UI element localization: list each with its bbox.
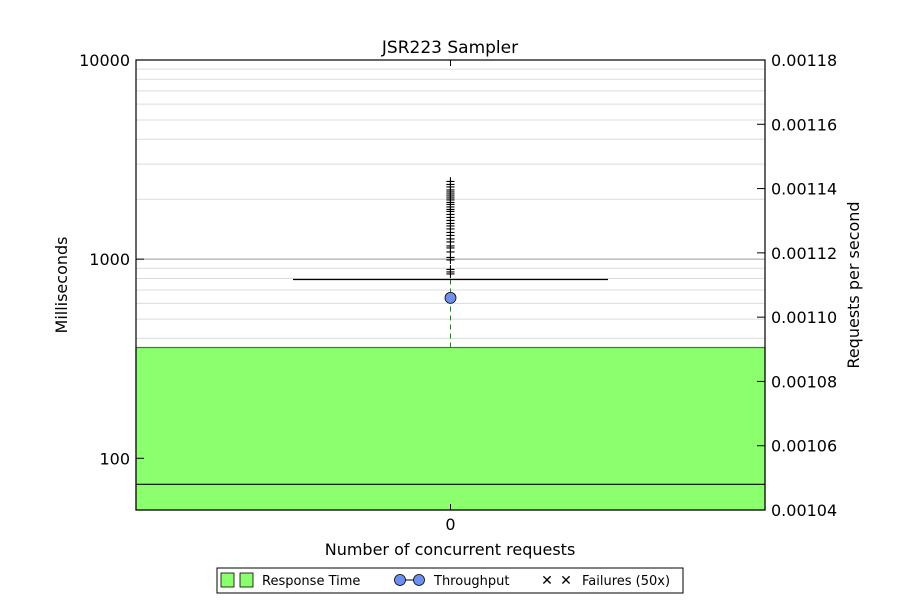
outlier-marker: + bbox=[445, 183, 456, 198]
outlier-marker: + bbox=[445, 241, 456, 256]
outlier-marker: + bbox=[445, 239, 456, 254]
y-tick-label: 10000 bbox=[79, 51, 130, 70]
y2-axis-label: Requests per second bbox=[844, 201, 863, 368]
outlier-marker: + bbox=[445, 195, 456, 210]
response-time-box bbox=[135, 346, 766, 511]
y2-tick-label: 0.00116 bbox=[771, 115, 837, 134]
box-layer bbox=[135, 278, 766, 511]
legend-response-time-label: Response Time bbox=[262, 574, 360, 589]
outlier-marker: + bbox=[445, 225, 456, 240]
outlier-marker: + bbox=[445, 235, 456, 250]
legend-failures-label: Failures (50x) bbox=[582, 574, 670, 589]
y-axis-label: Milliseconds bbox=[52, 237, 71, 334]
outlier-marker: + bbox=[445, 245, 456, 260]
outlier-marker: + bbox=[445, 216, 456, 231]
outlier-marker: + bbox=[445, 198, 456, 213]
x-axis-label: Number of concurrent requests bbox=[325, 540, 576, 559]
outlier-marker: + bbox=[445, 267, 456, 282]
outlier-marker: + bbox=[445, 200, 456, 215]
y2-tick-label: 0.00104 bbox=[771, 501, 837, 520]
outlier-marker: + bbox=[445, 219, 456, 234]
outlier-marker: + bbox=[445, 191, 456, 206]
legend-failures-marker: ✕ bbox=[541, 573, 553, 589]
outlier-marker: + bbox=[445, 265, 456, 280]
chart-title: JSR223 Sampler bbox=[381, 38, 518, 58]
outlier-marker: + bbox=[445, 228, 456, 243]
y2-tick-label: 0.00106 bbox=[771, 437, 837, 456]
outlier-marker: + bbox=[445, 177, 456, 192]
legend-throughput-marker bbox=[394, 574, 406, 586]
throughput-point bbox=[444, 291, 457, 304]
outlier-layer: ++++++++++++++++++++++++++++++++ bbox=[445, 175, 456, 283]
legend-failures-marker: ✕ bbox=[560, 573, 572, 589]
outlier-marker: + bbox=[445, 214, 456, 229]
outlier-marker: + bbox=[445, 222, 456, 237]
outlier-marker: + bbox=[445, 202, 456, 217]
legend-throughput-marker bbox=[413, 574, 425, 586]
outlier-marker: + bbox=[445, 262, 456, 277]
outlier-marker: + bbox=[445, 185, 456, 200]
throughput-layer bbox=[444, 291, 457, 304]
outlier-marker: + bbox=[445, 180, 456, 195]
outlier-marker: + bbox=[445, 207, 456, 222]
x-tick-label: 0 bbox=[445, 515, 455, 534]
outlier-marker: + bbox=[445, 232, 456, 247]
legend: Response Time Throughput ✕ ✕ Failures (5… bbox=[216, 567, 684, 594]
y2-tick-label: 0.00118 bbox=[771, 51, 837, 70]
y2-tick-label: 0.00108 bbox=[771, 372, 837, 391]
outlier-marker: + bbox=[445, 205, 456, 220]
outlier-marker: + bbox=[445, 193, 456, 208]
y2-tick-label: 0.00110 bbox=[771, 308, 837, 327]
legend-response-time-swatch bbox=[239, 572, 254, 588]
outlier-marker: + bbox=[445, 253, 456, 268]
y2-tick-label: 0.00112 bbox=[771, 244, 837, 263]
y2-tick-label: 0.00114 bbox=[771, 180, 837, 199]
outlier-marker: + bbox=[445, 189, 456, 204]
outlier-marker: + bbox=[445, 251, 456, 266]
y-tick-label: 100 bbox=[99, 449, 130, 468]
legend-frame bbox=[216, 567, 684, 594]
outlier-marker: + bbox=[445, 187, 456, 202]
axis-layer: 100 1000 10000 0.00104 0.00106 0.00108 0.00110… bbox=[79, 51, 837, 534]
legend-response-time-swatch bbox=[220, 572, 235, 588]
y-tick-label: 1000 bbox=[89, 250, 130, 269]
outlier-marker: + bbox=[445, 175, 456, 190]
outlier-marker: + bbox=[445, 210, 456, 225]
legend-throughput-label: Throughput bbox=[433, 574, 510, 589]
